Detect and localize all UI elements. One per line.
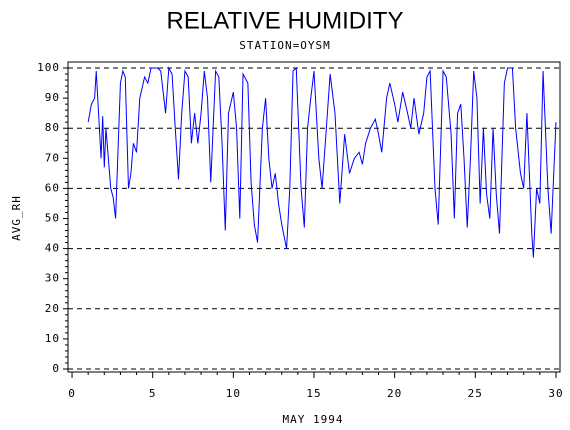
x-tick-label: 0	[68, 387, 76, 400]
chart-title: RELATIVE HUMIDITY	[167, 7, 404, 34]
x-tick-label: 20	[387, 387, 402, 400]
y-axis-label: AVG_RH	[10, 195, 23, 241]
y-tick-label: 60	[45, 181, 60, 194]
plot-frame	[67, 61, 561, 373]
y-tick-label: 20	[45, 302, 60, 315]
y-tick-label: 10	[45, 332, 60, 345]
y-tick-label: 50	[45, 212, 60, 225]
line-series	[87, 66, 557, 258]
chart-subtitle: STATION=OYSM	[239, 39, 330, 52]
x-tick-label: 30	[548, 387, 563, 400]
y-tick-label: 100	[37, 61, 60, 74]
x-tick-label: 25	[468, 387, 483, 400]
x-axis-label: MAY 1994	[283, 413, 344, 426]
x-tick-label: 10	[226, 387, 241, 400]
y-tick-label: 90	[45, 91, 60, 104]
y-tick-label: 40	[45, 242, 60, 255]
y-tick-label: 80	[45, 121, 60, 134]
x-tick-label: 15	[306, 387, 321, 400]
y-tick-label: 70	[45, 151, 60, 164]
x-tick-label: 5	[149, 387, 157, 400]
y-tick-label: 30	[45, 272, 60, 285]
y-tick-label: 0	[52, 362, 60, 375]
